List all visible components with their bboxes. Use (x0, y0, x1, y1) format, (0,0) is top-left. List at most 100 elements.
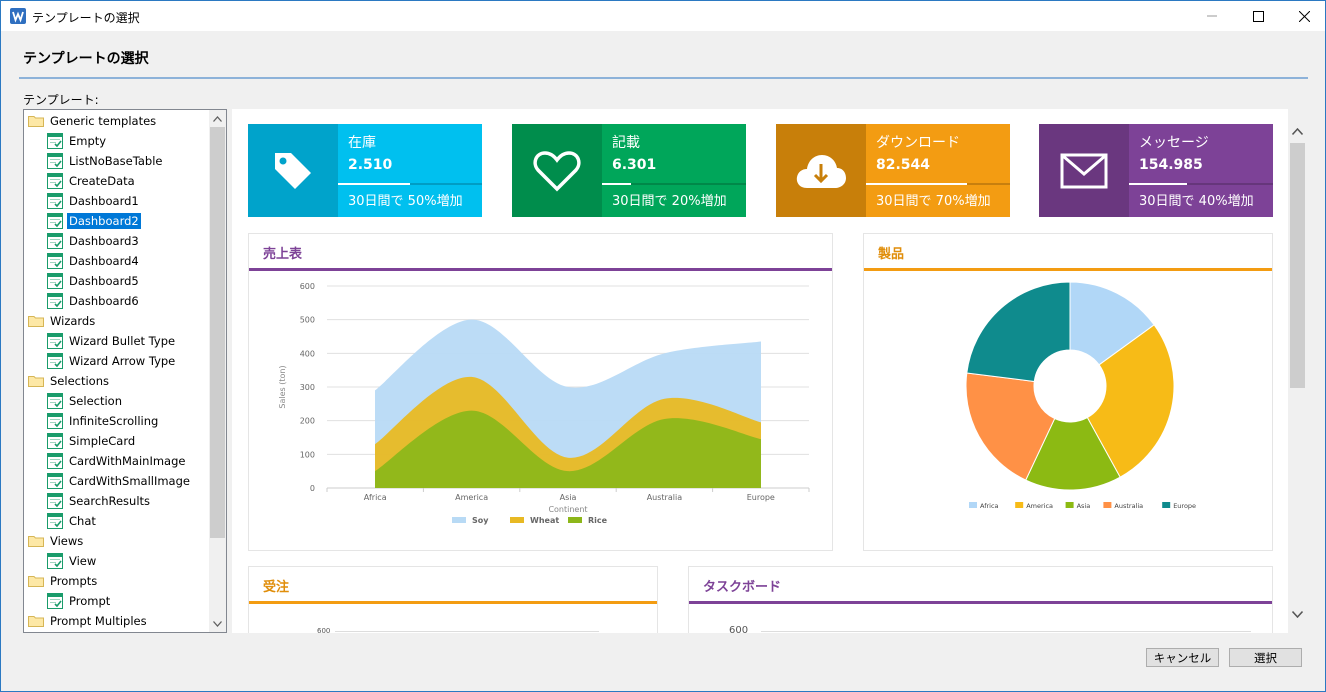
legend-swatch (1015, 502, 1024, 508)
x-tick-label: Asia (560, 493, 577, 502)
tree-template-item[interactable]: CardWithSmallImage (47, 471, 192, 491)
tree-template-item[interactable]: Chat (47, 511, 98, 531)
tree-item-label: Dashboard2 (67, 213, 141, 229)
y-axis-label: Sales (ton) (278, 365, 287, 408)
tree-template-item[interactable]: InfiniteScrolling (47, 411, 160, 431)
stat-note: 30日間で 40%増加 (1139, 194, 1254, 209)
select-button[interactable]: 選択 (1229, 648, 1302, 667)
taskboard-panel-title: タスクボード (703, 580, 782, 595)
stat-title: ダウンロード (876, 135, 960, 151)
template-file-icon (47, 593, 63, 609)
orders-y-tick: 600 (317, 627, 331, 633)
template-file-icon (47, 293, 63, 309)
envelope-icon (1039, 124, 1129, 217)
tree-template-item[interactable]: SimpleCard (47, 431, 137, 451)
maximize-button[interactable] (1235, 1, 1281, 31)
scroll-down-icon[interactable] (209, 615, 226, 632)
tree-template-item[interactable]: Wizard Arrow Type (47, 351, 177, 371)
tree-label: テンプレート: (23, 93, 99, 107)
donut-slice-australia (965, 372, 1056, 481)
template-file-icon (47, 453, 63, 469)
template-file-icon (47, 133, 63, 149)
tag-icon (248, 124, 338, 217)
legend-label: Wheat (530, 516, 559, 525)
y-tick-label: 200 (300, 417, 315, 426)
tree-folder[interactable]: Generic templates (28, 111, 158, 131)
preview-scroll-up-icon[interactable] (1288, 119, 1307, 143)
tree-template-item[interactable]: Selection (47, 391, 124, 411)
heart-icon (512, 124, 602, 217)
template-file-icon (47, 153, 63, 169)
tree-folder[interactable]: Prompts (28, 571, 99, 591)
tree-template-item[interactable]: Dashboard4 (47, 251, 141, 271)
tree-item-label: ListNoBaseTable (69, 154, 163, 168)
tree-folder[interactable]: Wizards (28, 311, 97, 331)
legend-swatch (452, 517, 466, 523)
sales-panel: 売上表 0 100 200 300 400 500 600 Africa America Asia… (248, 233, 833, 551)
tree-template-item[interactable]: Empty (47, 131, 108, 151)
template-file-icon (47, 513, 63, 529)
close-button[interactable] (1281, 1, 1326, 31)
template-file-icon (47, 493, 63, 509)
donut-slice-asia (1025, 416, 1121, 491)
products-panel-title: 製品 (878, 247, 905, 262)
tree-item-label: Chat (69, 514, 96, 528)
stat-title: 在庫 (348, 135, 376, 151)
stat-value: 82.544 (876, 157, 931, 173)
template-file-icon (47, 553, 63, 569)
folder-icon (28, 375, 44, 387)
page-title: テンプレートの選択 (23, 51, 149, 67)
template-tree[interactable]: Generic templates Empty ListNoBaseTable Cre… (23, 109, 227, 633)
orders-gridline (335, 631, 599, 632)
tree-item-label: InfiniteScrolling (69, 414, 159, 428)
tree-folder[interactable]: Selections (28, 371, 111, 391)
stat-title: 記載 (612, 135, 640, 151)
legend-label: Asia (1077, 502, 1091, 510)
template-file-icon (47, 273, 63, 289)
taskboard-panel: タスクボード 600 (688, 566, 1273, 633)
template-file-icon (47, 353, 63, 369)
tree-folder[interactable]: Prompt Multiples (28, 611, 149, 631)
stat-progress-bar (866, 183, 1010, 185)
tree-template-item[interactable]: Dashboard3 (47, 231, 141, 251)
preview-scroll-down-icon[interactable] (1288, 602, 1307, 626)
preview-scroll-thumb[interactable] (1290, 143, 1305, 388)
cancel-button[interactable]: キャンセル (1146, 648, 1219, 667)
tree-template-item[interactable]: Dashboard1 (47, 191, 141, 211)
y-tick-label: 0 (310, 484, 315, 493)
orders-panel: 受注 600 (248, 566, 658, 633)
tree-scrollbar[interactable] (209, 110, 226, 632)
x-tick-label: Africa (364, 493, 387, 502)
minimize-button[interactable] (1189, 1, 1235, 31)
scroll-up-icon[interactable] (209, 110, 226, 127)
donut-slice-america (1086, 324, 1175, 478)
sales-panel-accent (249, 268, 832, 271)
tree-scroll-thumb[interactable] (210, 127, 225, 538)
tree-template-item[interactable]: Prompt (47, 591, 112, 611)
tree-item-label: Wizard Arrow Type (69, 354, 176, 368)
tree-template-item[interactable]: CardWithMainImage (47, 451, 187, 471)
products-donut-chart: Africa America Asia Australia Europe (965, 281, 1196, 510)
tree-template-item[interactable]: ListNoBaseTable (47, 151, 164, 171)
tree-template-item[interactable]: SearchResults (47, 491, 152, 511)
area-series-rice (375, 410, 761, 488)
donut-slice-africa (1069, 281, 1155, 366)
legend-label: Australia (1114, 502, 1143, 510)
tree-item-label: Prompt Multiples (50, 614, 147, 628)
stat-card: ダウンロード 82.544 30日間で 70%増加 (776, 124, 1010, 217)
tree-item-label: SimpleCard (69, 434, 136, 448)
tree-template-item[interactable]: Dashboard5 (47, 271, 141, 291)
stat-title: メッセージ (1139, 135, 1209, 151)
y-tick-label: 400 (300, 349, 315, 358)
tree-folder[interactable]: Views (28, 531, 85, 551)
preview-scrollbar[interactable] (1288, 109, 1307, 633)
tree-template-item[interactable]: Wizard Bullet Type (47, 331, 177, 351)
tree-template-item[interactable]: Dashboard2 (47, 211, 141, 231)
tree-template-item[interactable]: CreateData (47, 171, 137, 191)
title-bar: テンプレートの選択 (1, 1, 1325, 31)
tree-template-item[interactable]: Dashboard6 (47, 291, 141, 311)
legend-swatch (969, 502, 977, 508)
stat-value: 154.985 (1139, 157, 1203, 173)
tree-template-item[interactable]: View (47, 551, 98, 571)
template-file-icon (47, 253, 63, 269)
